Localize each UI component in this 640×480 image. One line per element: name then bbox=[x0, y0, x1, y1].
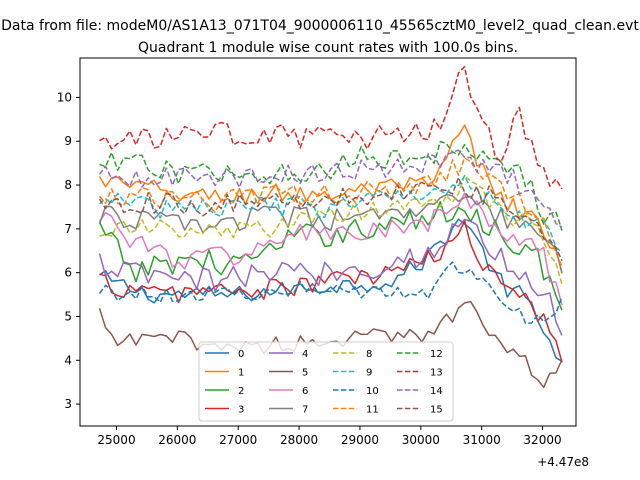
y-tick-label: 7 bbox=[64, 222, 72, 236]
x-axis: 25000 26000 27000 28000 29000 30000 31000 32000 bbox=[97, 426, 562, 447]
y-axis: 3 4 5 6 7 8 9 10 bbox=[57, 90, 80, 411]
x-tick-label: 26000 bbox=[158, 433, 196, 447]
x-offset-label: +4.47e8 bbox=[537, 455, 589, 469]
legend-label-3: 3 bbox=[238, 405, 244, 416]
legend-label-2: 2 bbox=[238, 386, 244, 397]
x-tick-label: 29000 bbox=[341, 433, 379, 447]
y-tick-label: 6 bbox=[64, 266, 72, 280]
series-line-3 bbox=[99, 220, 563, 363]
legend-label-9: 9 bbox=[366, 368, 372, 379]
x-tick-label: 31000 bbox=[463, 433, 501, 447]
legend-label-8: 8 bbox=[366, 349, 372, 360]
series-line-12 bbox=[99, 140, 563, 231]
legend-label-6: 6 bbox=[302, 386, 308, 397]
y-tick-label: 9 bbox=[64, 134, 72, 148]
legend-label-10: 10 bbox=[366, 386, 379, 397]
series-line-11 bbox=[98, 157, 563, 268]
legend-label-1: 1 bbox=[238, 368, 244, 379]
legend-label-15: 15 bbox=[430, 405, 443, 416]
x-tick-label: 25000 bbox=[97, 433, 135, 447]
legend-box bbox=[198, 341, 454, 422]
series-line-0 bbox=[99, 218, 563, 362]
x-tick-label: 28000 bbox=[280, 433, 318, 447]
legend-label-13: 13 bbox=[430, 368, 443, 379]
series-line-1 bbox=[98, 124, 563, 274]
legend-label-11: 11 bbox=[366, 405, 379, 416]
legend-label-0: 0 bbox=[238, 349, 244, 360]
legend-label-12: 12 bbox=[430, 349, 443, 360]
series-line-7 bbox=[98, 193, 563, 274]
legend-label-5: 5 bbox=[302, 368, 308, 379]
series-line-10 bbox=[98, 261, 563, 324]
legend-label-7: 7 bbox=[302, 405, 308, 416]
y-tick-label: 4 bbox=[64, 353, 72, 367]
series-line-6 bbox=[98, 192, 563, 306]
y-tick-label: 8 bbox=[64, 178, 72, 192]
plot-frame bbox=[79, 57, 577, 427]
series-line-13 bbox=[99, 65, 563, 190]
series-line-9 bbox=[99, 174, 563, 253]
series-line-4 bbox=[98, 218, 563, 336]
y-tick-label: 5 bbox=[64, 309, 72, 323]
legend-label-14: 14 bbox=[430, 386, 443, 397]
series-line-15 bbox=[98, 176, 563, 262]
y-tick-label: 3 bbox=[64, 397, 72, 411]
series-line-14 bbox=[98, 149, 563, 228]
y-tick-label: 10 bbox=[57, 90, 72, 104]
x-tick-label: 32000 bbox=[523, 433, 561, 447]
figure-suptitle: Data from file: modeM0/AS1A13_071T04_900… bbox=[1, 18, 639, 34]
series-line-8 bbox=[99, 174, 563, 285]
series-lines bbox=[98, 65, 563, 389]
x-tick-label: 30000 bbox=[402, 433, 440, 447]
legend-label-4: 4 bbox=[302, 349, 308, 360]
series-line-2 bbox=[98, 200, 563, 311]
x-tick-label: 27000 bbox=[219, 433, 257, 447]
chart-title: Quadrant 1 module wise count rates with … bbox=[138, 40, 518, 56]
